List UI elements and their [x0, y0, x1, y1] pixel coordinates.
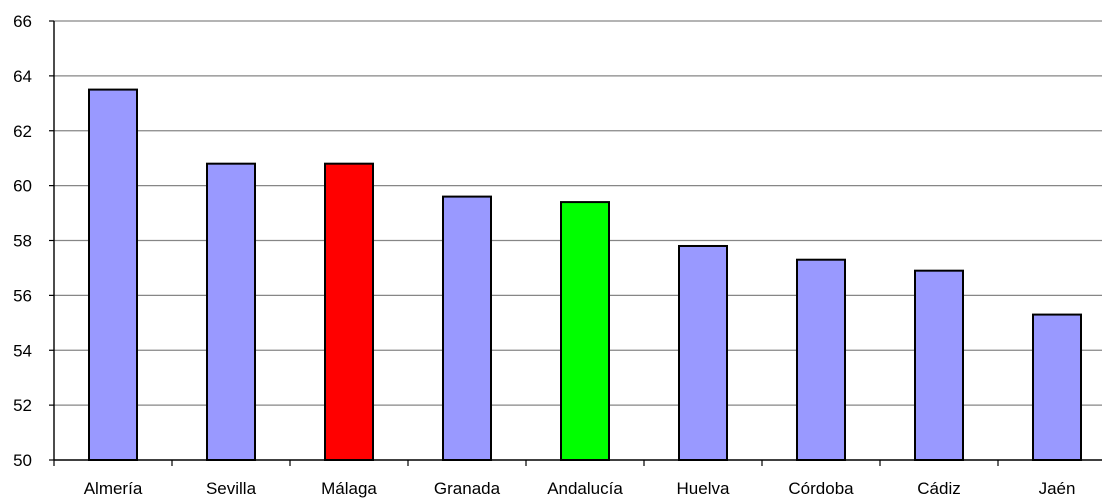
- y-tick-label: 66: [13, 12, 32, 31]
- bar-cordoba: [796, 258, 846, 461]
- bar-huelva: [678, 244, 728, 461]
- y-tick-label: 62: [13, 122, 32, 141]
- bar-cadiz: [914, 269, 964, 461]
- x-tick-label: Almería: [84, 479, 143, 498]
- bar-almeria: [88, 88, 138, 461]
- bar-andalucia: [560, 201, 610, 461]
- y-tick-label: 50: [13, 451, 32, 470]
- y-tick-label: 58: [13, 232, 32, 251]
- axes: [49, 20, 1102, 466]
- x-tick-label: Huelva: [677, 479, 730, 498]
- x-tick-label: Granada: [434, 479, 501, 498]
- y-tick-label: 60: [13, 177, 32, 196]
- bar-malaga: [324, 162, 374, 462]
- x-tick-label: Cádiz: [917, 479, 960, 498]
- x-tick-label: Córdoba: [788, 479, 854, 498]
- y-tick-label: 56: [13, 286, 32, 305]
- bar-granada: [442, 195, 492, 461]
- y-tick-label: 54: [13, 341, 32, 360]
- bar-jaen: [1032, 313, 1082, 461]
- x-tick-label: Jaén: [1039, 479, 1076, 498]
- tick-labels: 50 52 54 56 58 60 62 64 66 Almería Sevilla Málaga Gr…: [13, 12, 1075, 498]
- x-tick-label: Andalucía: [547, 479, 623, 498]
- bars: [88, 88, 1082, 462]
- bar-sevilla: [206, 162, 256, 462]
- y-tick-label: 52: [13, 396, 32, 415]
- y-tick-label: 64: [13, 67, 32, 86]
- x-tick-label: Málaga: [321, 479, 377, 498]
- x-tick-label: Sevilla: [206, 479, 257, 498]
